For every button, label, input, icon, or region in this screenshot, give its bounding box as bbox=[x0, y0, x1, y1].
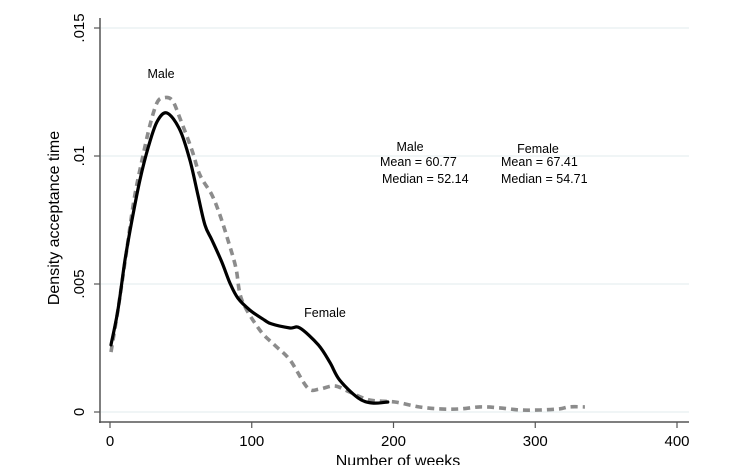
gridlines bbox=[101, 27, 689, 413]
axes bbox=[99, 18, 689, 423]
x-tick-label: 300 bbox=[523, 433, 548, 450]
male-stats-annotation: Male Mean = 60.77 Median = 52.14 bbox=[380, 140, 469, 186]
y-axis-title: Density acceptance time bbox=[46, 131, 63, 305]
series-lines bbox=[109, 95, 585, 412]
female-stats-median: Median = 54.71 bbox=[501, 172, 588, 186]
male-curve-label: Male bbox=[147, 67, 174, 81]
series-line-male bbox=[109, 95, 585, 412]
y-tick-label: .015 bbox=[71, 13, 88, 42]
x-axis-title: Number of weeks bbox=[336, 453, 461, 465]
x-tick-label: 100 bbox=[239, 433, 264, 450]
male-stats-median: Median = 52.14 bbox=[382, 172, 469, 186]
series-line-female bbox=[109, 111, 390, 405]
female-stats-annotation: Female Mean = 67.41 Median = 54.71 bbox=[501, 142, 588, 186]
female-stats-title: Female bbox=[517, 142, 559, 156]
male-stats-mean: Mean = 60.77 bbox=[380, 155, 457, 169]
y-tick-label: .01 bbox=[71, 146, 88, 167]
x-tick-label: 0 bbox=[106, 433, 114, 450]
x-tick-label: 400 bbox=[664, 433, 689, 450]
male-stats-title: Male bbox=[396, 140, 423, 154]
female-curve-label: Female bbox=[304, 306, 346, 320]
x-ticks: 0 100 200 300 400 bbox=[106, 422, 690, 450]
female-stats-mean: Mean = 67.41 bbox=[501, 155, 578, 169]
y-tick-label: .005 bbox=[71, 269, 88, 298]
y-ticks: 0 .005 .01 .015 bbox=[71, 13, 100, 416]
y-tick-label: 0 bbox=[71, 408, 88, 416]
x-tick-label: 200 bbox=[381, 433, 406, 450]
